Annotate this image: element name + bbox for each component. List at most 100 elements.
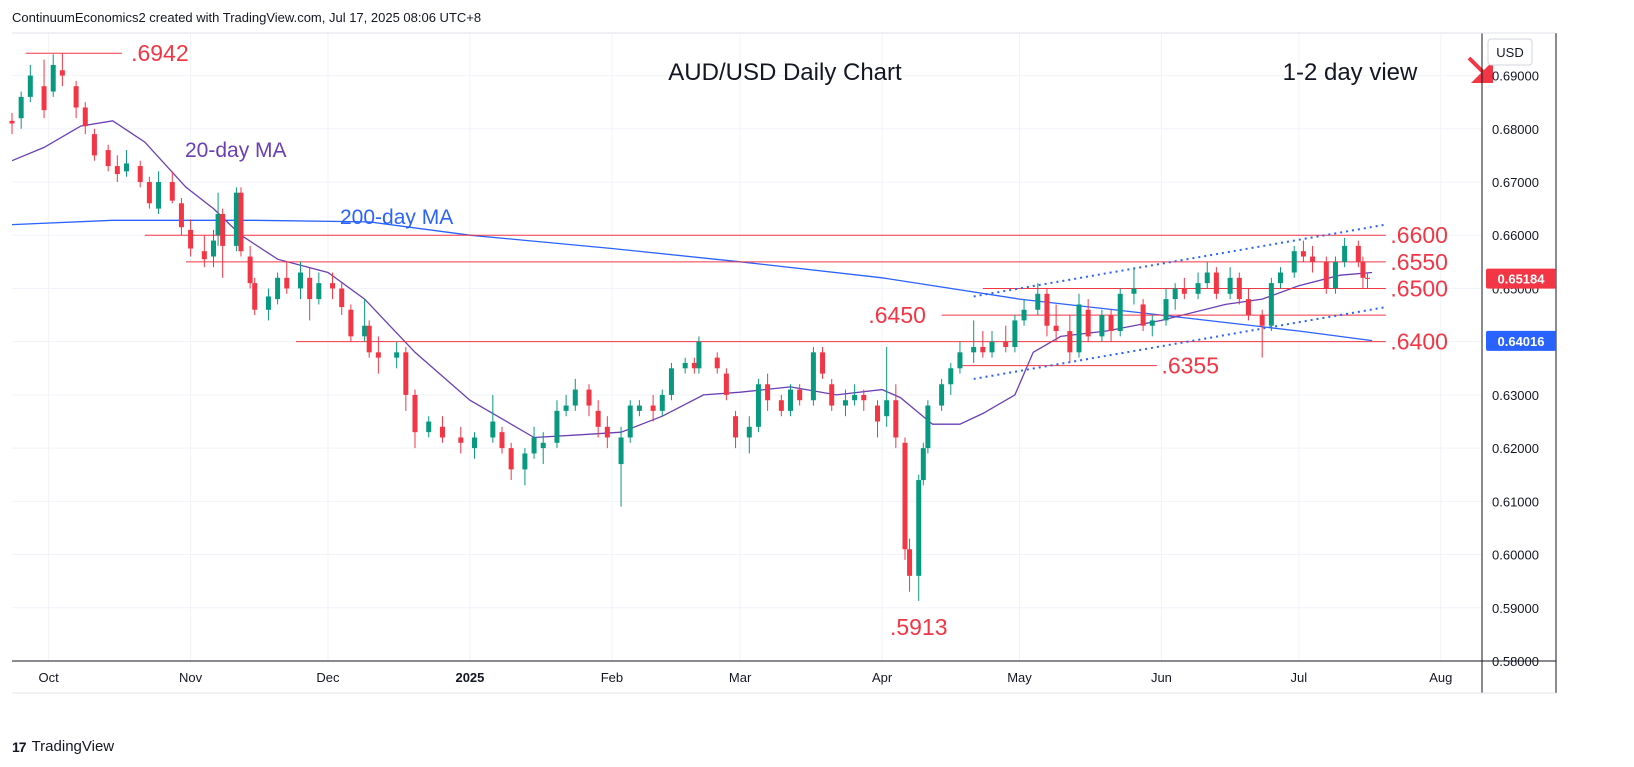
candle-body <box>1227 277 1233 294</box>
annotations-layer: AUD/USD Daily Chart 1-2 day view 20-day … <box>185 56 1493 229</box>
grid-layer <box>12 33 1482 662</box>
candle-body <box>1204 272 1210 284</box>
candle-body <box>1035 293 1041 310</box>
candle-body <box>540 442 546 449</box>
candle-body <box>842 400 848 406</box>
candle-up <box>50 54 56 97</box>
candle-body <box>1342 245 1348 262</box>
candle-body <box>1044 293 1050 326</box>
candle-down <box>723 368 729 401</box>
candle-body <box>595 410 601 427</box>
price-badge <box>1486 268 1556 289</box>
chart-title: AUD/USD Daily Chart <box>668 59 902 86</box>
currency-tag <box>1487 38 1533 66</box>
candle-body <box>178 203 184 228</box>
candle-body <box>1099 315 1105 337</box>
candle-up <box>362 299 368 342</box>
candle-down <box>169 171 175 204</box>
candle-body <box>1076 304 1082 353</box>
candle-body <box>472 437 478 449</box>
price-tick-label: 0.68000 <box>1492 122 1539 137</box>
candle-body <box>618 437 624 465</box>
candle-body <box>146 182 152 204</box>
candle-body <box>114 166 120 175</box>
level-label: .6450 <box>868 302 926 328</box>
candle-up <box>659 389 665 417</box>
candle-down <box>1355 240 1361 268</box>
candle-body <box>169 182 175 201</box>
candle-body <box>9 120 15 124</box>
candle-body <box>829 384 835 406</box>
candle-up <box>755 378 761 433</box>
candle-down <box>820 347 826 379</box>
candle-down <box>902 437 908 560</box>
candle-body <box>18 96 24 119</box>
candle-up <box>316 272 322 305</box>
time-tick-label: Jul <box>1291 670 1308 685</box>
candle-down <box>714 352 720 374</box>
candle-down <box>1003 325 1009 353</box>
candle-body <box>939 384 945 406</box>
candle-body <box>1236 277 1242 300</box>
candle-body <box>765 384 771 401</box>
candle-body <box>788 389 794 411</box>
candle-up <box>1204 261 1210 289</box>
candle-body <box>714 357 720 369</box>
candle-down <box>220 208 226 278</box>
candle-up <box>682 357 688 374</box>
candle-up <box>426 416 432 438</box>
candle-body <box>1268 283 1274 326</box>
candle-up <box>989 331 995 358</box>
candle-down <box>330 272 336 300</box>
candle-up <box>1278 267 1284 289</box>
candle-up <box>298 261 304 300</box>
candle-up <box>1076 293 1082 358</box>
tradingview-logo[interactable]: 17 TradingView <box>12 738 114 755</box>
candle-down <box>82 102 88 135</box>
candle-body <box>220 213 226 246</box>
price-tick-label: 0.67000 <box>1492 175 1539 190</box>
candle-down <box>1245 288 1251 321</box>
candle-down <box>348 304 354 342</box>
candle-down <box>1259 309 1265 358</box>
candle-body <box>797 389 803 401</box>
candle-body <box>1259 315 1265 326</box>
candle-body <box>778 400 784 411</box>
candle-body <box>884 400 890 417</box>
candle-down <box>105 144 111 172</box>
candle-down <box>9 112 15 135</box>
candle-body <box>691 362 697 369</box>
chart-subtitle: 1-2 day view <box>1283 59 1418 86</box>
candle-body <box>41 86 47 111</box>
candle-body <box>1213 272 1219 294</box>
candle-body <box>490 421 496 438</box>
candle-up <box>1163 288 1169 326</box>
candle-down <box>178 197 184 236</box>
candle-body <box>1117 293 1123 332</box>
candle-up <box>522 448 528 486</box>
candle-down <box>1300 240 1306 262</box>
ma200-line <box>11 219 1373 342</box>
candle-body <box>971 347 977 353</box>
ma200-layer <box>11 219 1373 342</box>
candle-body <box>137 166 143 183</box>
candle-up <box>618 426 624 507</box>
candle-body <box>1053 325 1059 332</box>
candle-body <box>852 394 858 401</box>
candle-down <box>875 400 881 438</box>
candle-down <box>73 80 79 119</box>
candle-down <box>1365 272 1371 289</box>
candle-up <box>939 378 945 411</box>
candle-body <box>105 150 111 167</box>
candle-down <box>893 384 899 449</box>
candle-down <box>375 336 381 374</box>
candle-body <box>1291 251 1297 273</box>
candle-body <box>284 277 290 289</box>
candle-up <box>696 336 702 374</box>
candle-up <box>233 187 239 252</box>
candle-body <box>572 389 578 406</box>
candle-up <box>627 400 633 443</box>
candle-up <box>852 384 858 406</box>
candle-body <box>508 448 514 470</box>
